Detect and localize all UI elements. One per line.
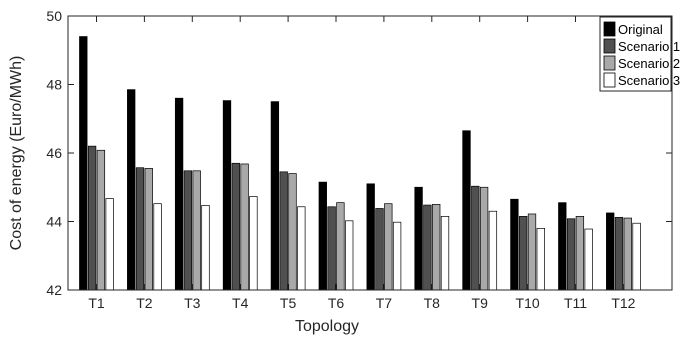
bar-t4-scenario-3 [249, 196, 258, 291]
legend: Original Scenario 1 Scenario 2 Scenario 3 [599, 16, 680, 92]
bar-t8-original [414, 186, 423, 291]
x-axis-label: Topology [295, 318, 359, 335]
bar-t7-scenario-2 [384, 203, 393, 291]
bar-t11-scenario-3 [584, 228, 593, 291]
legend-label: Scenario 2 [618, 56, 680, 71]
bar-t5-scenario-1 [279, 171, 288, 291]
bar-t2-original [127, 89, 136, 291]
bar-t2-scenario-2 [144, 168, 153, 291]
bar-t12-original [606, 212, 615, 291]
bar-t4-scenario-1 [231, 162, 240, 291]
legend-label: Scenario 1 [618, 39, 680, 54]
bar-t11-original [558, 202, 567, 291]
bar-t10-scenario-2 [527, 213, 537, 291]
bar-t9-original [462, 130, 471, 291]
y-axis: 42 44 46 48 50 [46, 8, 672, 298]
bar-t5-original [270, 101, 280, 291]
legend-swatch [603, 21, 616, 37]
bar-t3-scenario-2 [192, 170, 201, 291]
bar-t2-scenario-3 [153, 203, 162, 291]
x-tick-label: T7 [376, 295, 393, 311]
x-tick-label: T10 [516, 295, 540, 311]
y-tick-label: 42 [46, 282, 62, 298]
x-tick-label: T4 [232, 295, 249, 311]
bar-t6-original [318, 181, 327, 291]
x-tick-label: T2 [136, 295, 153, 311]
y-tick-label: 48 [46, 77, 62, 93]
bar-t8-scenario-1 [423, 204, 432, 291]
bar-t10-original [510, 198, 519, 291]
legend-swatch [603, 72, 616, 88]
bar-t3-scenario-1 [183, 170, 193, 291]
bar-t9-scenario-1 [471, 185, 480, 291]
bar-t3-original [174, 97, 184, 291]
bar-t2-scenario-1 [135, 167, 145, 291]
x-tick-label: T9 [472, 295, 489, 311]
x-tick-label: T3 [184, 295, 201, 311]
y-tick-label: 44 [46, 214, 62, 230]
bar-t10-scenario-1 [519, 216, 528, 291]
legend-label: Scenario 3 [618, 73, 680, 88]
x-tick-label: T1 [88, 295, 105, 311]
bar-t5-scenario-2 [288, 173, 297, 291]
bar-t8-scenario-3 [440, 216, 450, 291]
legend-swatch [603, 55, 616, 71]
bar-t4-original [222, 100, 232, 291]
x-tick-label: T5 [280, 295, 297, 311]
bar-t7-scenario-1 [375, 208, 384, 291]
x-tick-label: T11 [564, 295, 587, 311]
bar-t9-scenario-2 [479, 186, 489, 291]
bar-t9-scenario-3 [488, 210, 498, 291]
bar-t1-scenario-3 [105, 198, 114, 291]
y-axis-label: Cost of energy (Euro/MWh) [8, 56, 25, 251]
x-axis: T1 T2 T3 T4 T5 T6 T7 T8 T9 T10 T11 T12 [88, 16, 636, 311]
bar-t10-scenario-3 [536, 228, 545, 291]
bar-t11-scenario-2 [575, 216, 585, 291]
bar-t8-scenario-2 [432, 204, 441, 291]
legend-label: Original [618, 22, 663, 37]
x-tick-label: T12 [611, 295, 635, 311]
bar-t1-scenario-2 [96, 149, 106, 291]
legend-swatch [603, 38, 616, 54]
y-tick-label: 46 [46, 145, 62, 161]
x-tick-label: T8 [424, 295, 441, 311]
x-tick-label: T6 [328, 295, 345, 311]
bar-t12-scenario-3 [632, 222, 641, 291]
y-tick-label: 50 [46, 8, 62, 24]
bar-t12-scenario-2 [623, 217, 632, 291]
bar-t4-scenario-2 [240, 163, 249, 291]
bar-t3-scenario-3 [201, 205, 210, 291]
bar-t5-scenario-3 [297, 206, 306, 291]
bar-t1-scenario-1 [87, 145, 97, 291]
bar-t6-scenario-2 [336, 202, 345, 291]
bar-t1-original [79, 36, 88, 291]
bar-t12-scenario-1 [614, 217, 624, 291]
bar-t6-scenario-3 [345, 220, 354, 291]
bar-t7-original [366, 183, 375, 291]
bar-t6-scenario-1 [327, 206, 336, 291]
bar-t11-scenario-1 [566, 218, 576, 291]
bar-t7-scenario-3 [392, 221, 402, 291]
